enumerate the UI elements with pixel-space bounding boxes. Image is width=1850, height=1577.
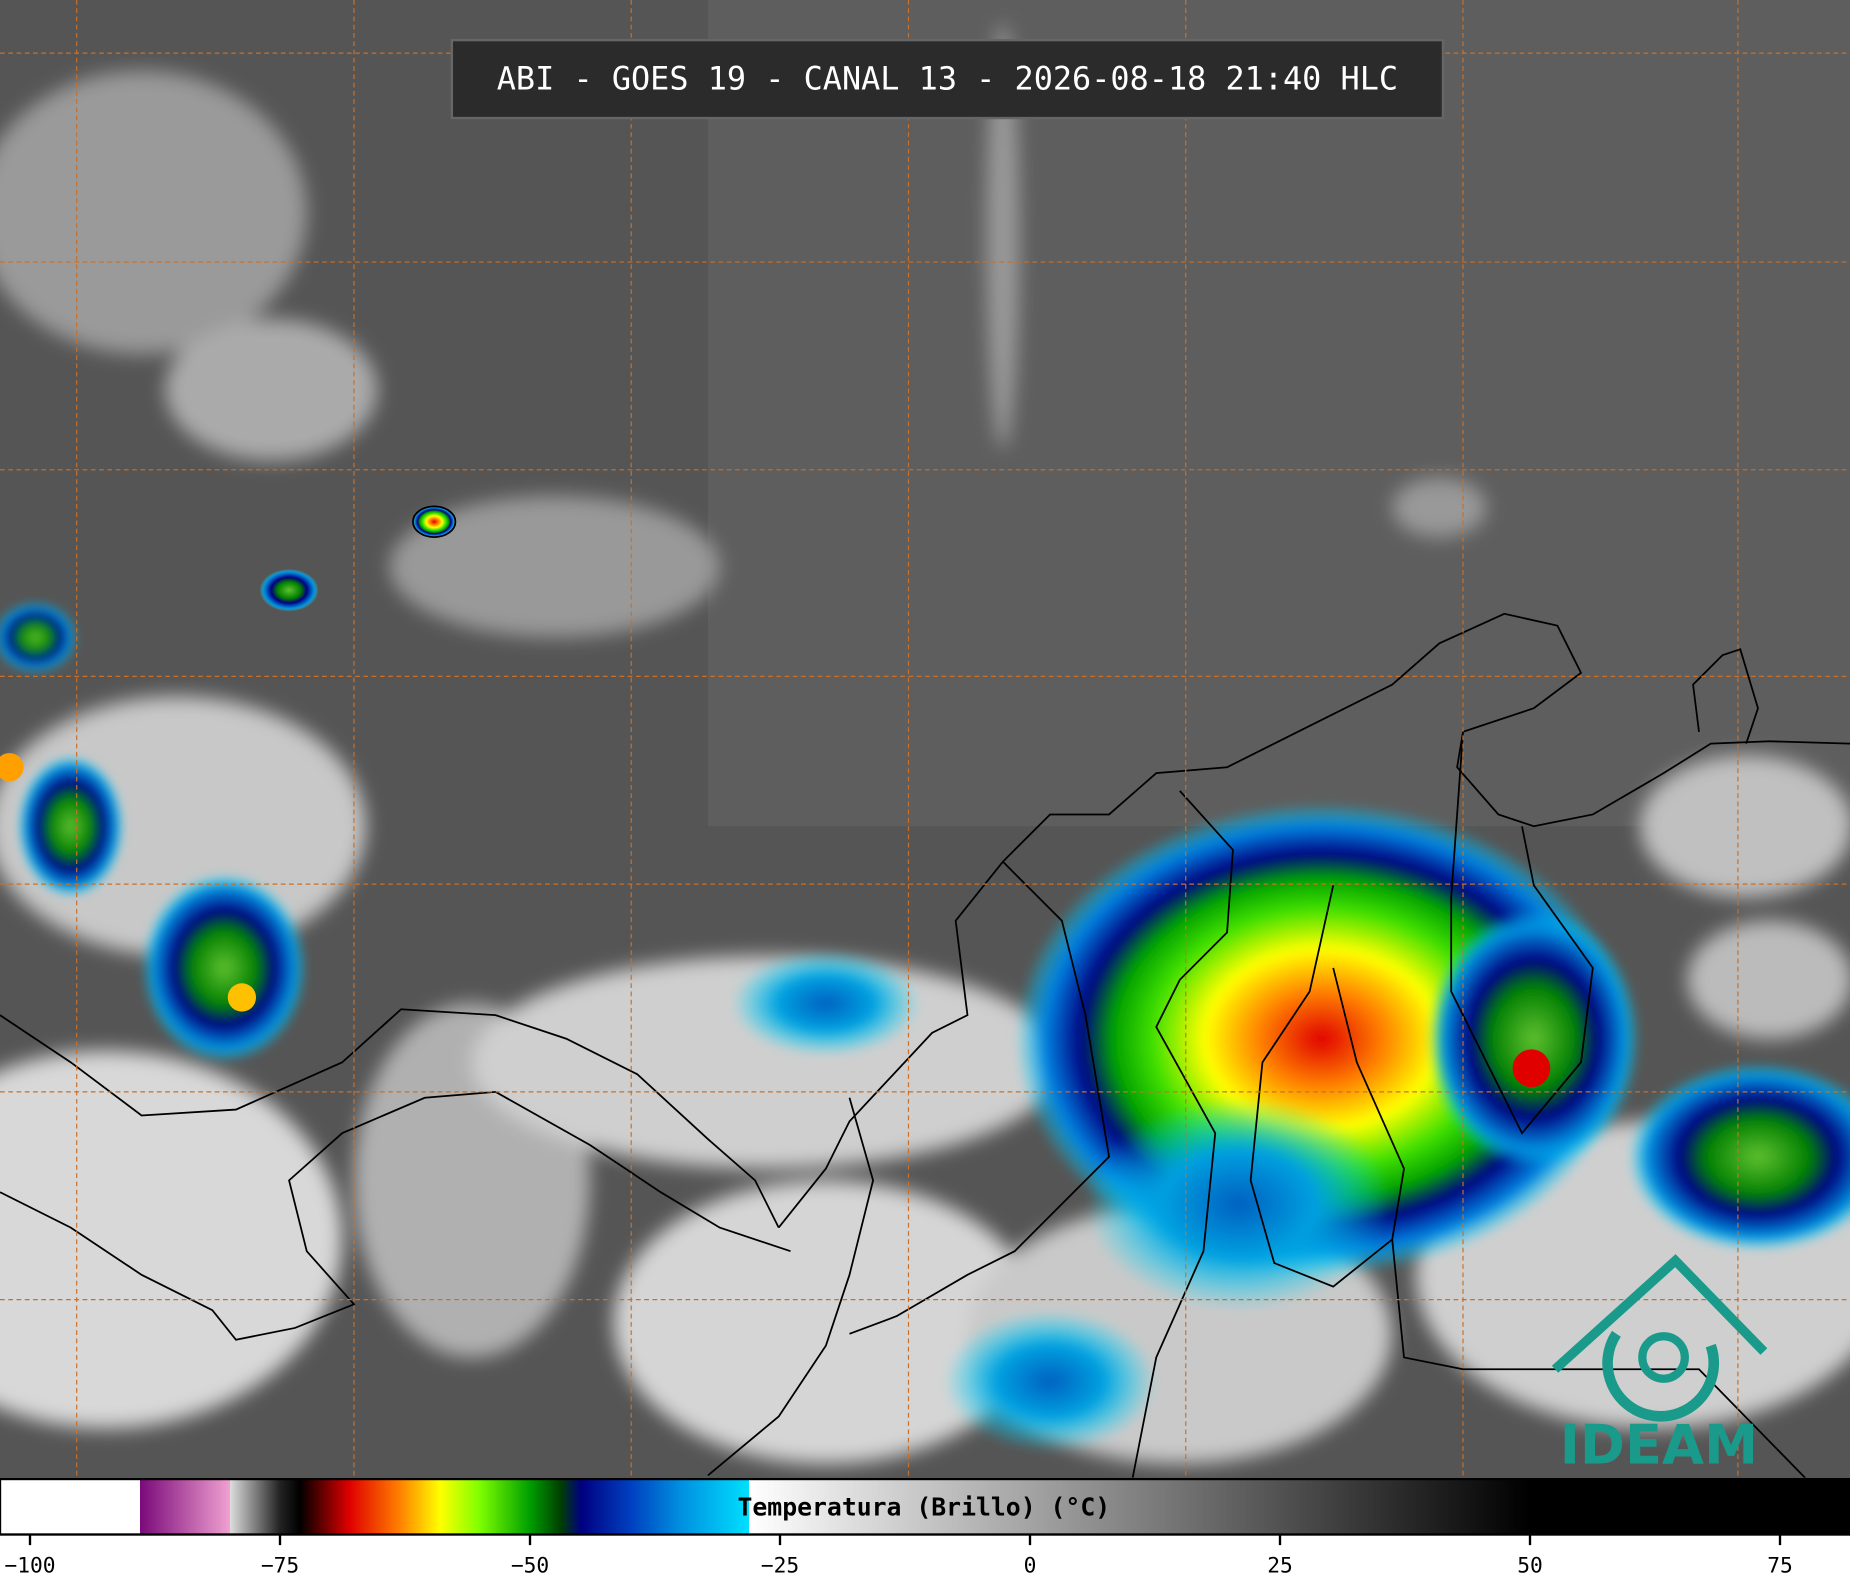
tick-label: −25 [761,1553,799,1577]
tick-label: −100 [4,1553,55,1577]
coastlines [0,612,1850,1479]
tick-label: 25 [1267,1553,1293,1577]
tick-label: −75 [261,1553,299,1577]
tick-label: 75 [1767,1553,1793,1577]
tick-label: 0 [1024,1553,1037,1577]
tick-label: −50 [511,1553,549,1577]
colorbar [0,1477,1850,1536]
colorbar-axis: −100 −75 −50 −25 0 25 50 75 [4,1534,1793,1577]
tick-label: 50 [1517,1553,1543,1577]
colorbar-label: Temperatura (Brillo) (°C) [737,1493,1110,1522]
ocean-area [707,0,1850,827]
title-box [450,38,1445,120]
title: ABI - GOES 19 - CANAL 13 - 2026-08-18 21… [497,59,1398,97]
logo: IDEAM [1551,1254,1768,1477]
logo-text: IDEAM [1560,1414,1758,1477]
convection [0,505,1850,1452]
